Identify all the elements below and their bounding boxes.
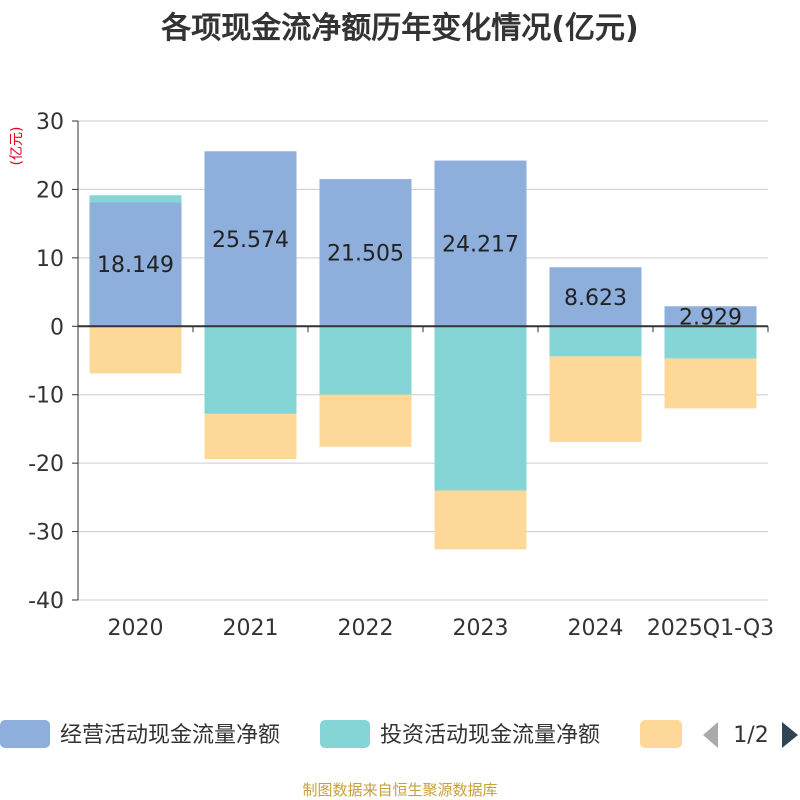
bar-2020-s1 <box>89 195 182 203</box>
bar-2021-s0 <box>204 151 297 327</box>
legend-swatch-operating[interactable] <box>0 720 50 748</box>
legend-next-page-icon[interactable] <box>782 722 798 748</box>
bar-2022-s1 <box>319 326 412 395</box>
bar-2023-s1 <box>434 326 527 491</box>
y-tick-label: -20 <box>28 452 64 477</box>
bar-2020-s2 <box>89 326 182 374</box>
data-labels: 18.149 25.574 21.505 24.217 8.623 2.929 <box>97 228 742 330</box>
bar-2021-s2 <box>204 413 297 460</box>
axes <box>77 121 769 600</box>
legend-swatch-financing[interactable] <box>640 720 682 748</box>
grid-lines <box>78 120 768 601</box>
legend-label-investing[interactable]: 投资活动现金流量净额 <box>380 723 600 748</box>
bar-2025Q1-Q3-s0 <box>664 306 757 327</box>
data-label-2020: 18.149 <box>97 253 174 278</box>
legend-swatch-investing[interactable] <box>320 720 370 748</box>
bars <box>89 151 757 550</box>
bar-2025Q1-Q3-s2 <box>664 358 757 409</box>
y-tick-label: -10 <box>28 384 64 409</box>
x-tick-label: 2025Q1-Q3 <box>647 616 774 641</box>
x-tick-label: 2021 <box>223 616 279 641</box>
data-label-2024: 8.623 <box>564 286 627 311</box>
legend-label-operating[interactable]: 经营活动现金流量净额 <box>60 723 280 748</box>
y-tick-label: -40 <box>28 589 64 614</box>
legend-page-indicator: 1/2 <box>733 723 768 748</box>
bar-2024-s2 <box>549 356 642 442</box>
bar-2023-s0 <box>434 160 527 327</box>
data-label-2022: 21.505 <box>327 242 404 267</box>
y-tick-label: -30 <box>28 521 64 546</box>
y-axis-unit-label: (亿元) <box>9 127 25 166</box>
bar-2023-s2 <box>434 490 527 550</box>
y-axis-ticks: 30 20 10 0 -10 -20 -30 -40 <box>28 110 78 614</box>
x-axis-ticks: 2020 2021 2022 2023 2024 2025Q1-Q3 <box>108 616 775 641</box>
x-tick-label: 2024 <box>568 616 624 641</box>
y-tick-label: 10 <box>36 247 64 272</box>
chart-title: 各项现金流净额历年变化情况(亿元) <box>160 11 638 46</box>
x-tick-label: 2020 <box>108 616 164 641</box>
bar-2021-s1 <box>204 326 297 414</box>
legend: 经营活动现金流量净额 投资活动现金流量净额 1/2 <box>0 720 798 748</box>
data-label-2025Q1-Q3: 2.929 <box>679 305 742 330</box>
bar-2022-s2 <box>319 394 412 447</box>
y-tick-label: 30 <box>36 110 64 135</box>
data-label-2021: 25.574 <box>212 228 289 253</box>
legend-prev-page-icon[interactable] <box>703 722 718 748</box>
bar-2020-s0 <box>89 202 182 327</box>
bar-2024-s1 <box>549 326 642 357</box>
bar-2025Q1-Q3-s1 <box>664 326 757 359</box>
bar-2024-s0 <box>549 267 642 327</box>
bar-2022-s0 <box>319 179 412 327</box>
x-tick-label: 2023 <box>453 616 509 641</box>
y-tick-label: 0 <box>50 315 64 340</box>
data-label-2023: 24.217 <box>442 232 519 257</box>
data-source-note: 制图数据来自恒生聚源数据库 <box>302 781 497 799</box>
y-tick-label: 20 <box>36 178 64 203</box>
x-tick-label: 2022 <box>338 616 394 641</box>
